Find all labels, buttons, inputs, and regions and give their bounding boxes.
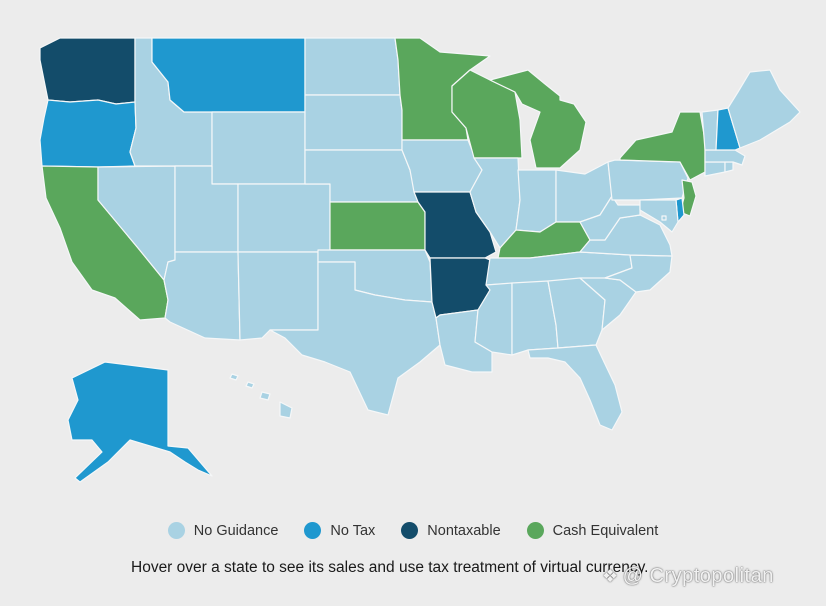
state-connecticut[interactable]	[704, 161, 726, 177]
state-pennsylvania[interactable]	[607, 159, 689, 201]
legend-label: No Guidance	[193, 522, 279, 539]
legend-swatch-icon	[167, 522, 185, 539]
map-instructions: Hover over a state to see its sales and …	[131, 559, 649, 576]
state-michigan[interactable]	[489, 69, 587, 169]
map-legend: No Guidance No Tax Nontaxable Cash Equiv…	[0, 522, 826, 539]
legend-swatch-icon	[526, 522, 544, 539]
state-arizona[interactable]	[163, 251, 241, 341]
state-maryland[interactable]	[639, 199, 679, 233]
state-maine[interactable]	[727, 69, 801, 149]
state-kansas[interactable]	[329, 201, 426, 251]
state-wyoming[interactable]	[211, 111, 306, 185]
cryptopolitan-logo-icon: ❖	[602, 566, 619, 586]
watermark: ❖ @ Cryptopolitan	[602, 565, 774, 588]
legend-label: Nontaxable	[427, 522, 501, 539]
state-new-jersey[interactable]	[679, 179, 697, 217]
state-new-hampshire[interactable]	[715, 107, 741, 151]
legend-item-nontaxable[interactable]: Nontaxable	[401, 522, 501, 539]
state-district-of-columbia[interactable]	[661, 215, 667, 221]
state-colorado[interactable]	[237, 183, 331, 253]
state-washington[interactable]	[39, 37, 136, 105]
state-indiana[interactable]	[515, 169, 557, 233]
legend-item-no-tax[interactable]: No Tax	[304, 522, 375, 539]
watermark-text: @ Cryptopolitan	[622, 565, 774, 587]
state-louisiana[interactable]	[435, 309, 493, 373]
state-rhode-island[interactable]	[724, 161, 734, 173]
us-states-map	[39, 37, 801, 483]
state-north-carolina[interactable]	[604, 254, 673, 293]
state-hawaii[interactable]	[229, 373, 293, 419]
state-oregon[interactable]	[39, 99, 137, 168]
state-alaska[interactable]	[67, 361, 213, 483]
state-north-dakota[interactable]	[304, 37, 401, 96]
state-iowa[interactable]	[401, 139, 483, 193]
legend-label: Cash Equivalent	[552, 522, 659, 539]
legend-item-no-guidance[interactable]: No Guidance	[167, 522, 279, 539]
state-montana[interactable]	[151, 37, 306, 113]
state-new-mexico[interactable]	[237, 251, 319, 341]
legend-label: No Tax	[330, 522, 376, 539]
state-texas[interactable]	[269, 261, 441, 416]
legend-item-cash-equivalent[interactable]: Cash Equivalent	[526, 522, 659, 539]
state-vermont[interactable]	[701, 109, 719, 151]
legend-swatch-icon	[401, 522, 419, 539]
state-south-dakota[interactable]	[304, 94, 403, 151]
legend-swatch-icon	[304, 522, 322, 539]
state-florida[interactable]	[527, 344, 623, 431]
state-wisconsin[interactable]	[451, 69, 523, 159]
